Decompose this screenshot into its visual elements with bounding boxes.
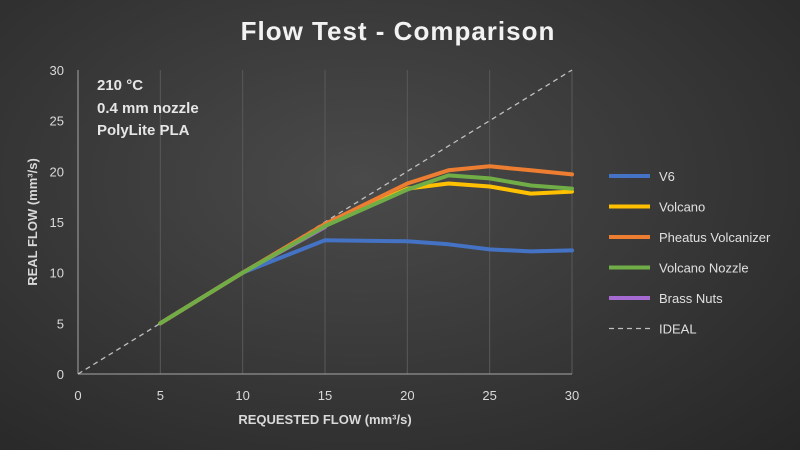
legend-label-brass-nuts: Brass Nuts xyxy=(659,291,723,306)
annotation-temperature: 210 °C xyxy=(97,77,143,94)
x-tick-label-10: 10 xyxy=(235,388,249,403)
x-tick-label-30: 30 xyxy=(565,388,579,403)
annotation-nozzle: 0.4 mm nozzle xyxy=(97,100,199,117)
y-tick-label-25: 25 xyxy=(50,114,64,129)
legend-label-volcano-nozzle: Volcano Nozzle xyxy=(659,261,749,276)
x-axis-label: REQUESTED FLOW (mm³/s) xyxy=(238,412,411,427)
series-line-volcano-nozzle xyxy=(158,173,574,326)
y-axis-label: REAL FLOW (mm³/s) xyxy=(25,158,40,286)
legend-label-v6: V6 xyxy=(659,169,675,184)
chart-title: Flow Test - Comparison xyxy=(241,16,556,46)
series-lines xyxy=(77,69,574,375)
tick-labels: 0 5 10 15 20 25 30 0 5 10 15 20 25 30 xyxy=(50,63,580,403)
series-line-v6 xyxy=(158,238,574,326)
x-tick-label-25: 25 xyxy=(482,388,496,403)
y-tick-label-0: 0 xyxy=(57,367,64,382)
axes xyxy=(77,70,572,375)
x-tick-label-5: 5 xyxy=(157,388,164,403)
annotation-block: 210 °C 0.4 mm nozzle PolyLite PLA xyxy=(97,77,199,139)
gridlines xyxy=(159,70,573,374)
y-tick-label-15: 15 xyxy=(50,215,64,230)
y-tick-label-5: 5 xyxy=(57,316,64,331)
y-tick-label-10: 10 xyxy=(50,266,64,281)
y-tick-label-20: 20 xyxy=(50,164,64,179)
x-tick-label-20: 20 xyxy=(400,388,414,403)
y-tick-label-30: 30 xyxy=(50,63,64,78)
x-tick-label-15: 15 xyxy=(318,388,332,403)
x-tick-label-0: 0 xyxy=(74,388,81,403)
legend-label-pheatus-volcanizer: Pheatus Volcanizer xyxy=(659,230,771,245)
legend-label-ideal: IDEAL xyxy=(659,322,697,337)
annotation-material: PolyLite PLA xyxy=(97,122,190,139)
legend-label-volcano: Volcano xyxy=(659,200,705,215)
legend: V6 Volcano Pheatus Volcanizer Volcano Nozzl… xyxy=(609,169,771,337)
